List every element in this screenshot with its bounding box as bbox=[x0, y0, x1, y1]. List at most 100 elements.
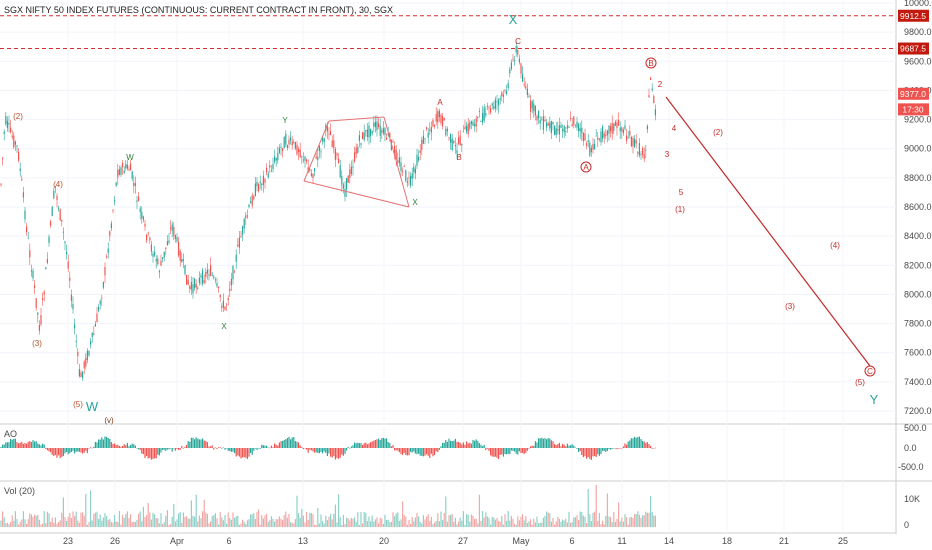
volume-bar bbox=[45, 523, 47, 527]
channel-lower-line[interactable] bbox=[303, 180, 410, 208]
ao-bar bbox=[262, 445, 264, 448]
volume-bar bbox=[464, 524, 466, 527]
ao-bar bbox=[66, 448, 68, 453]
candle-body bbox=[320, 151, 322, 153]
ao-bar bbox=[152, 448, 154, 460]
ao-bar bbox=[442, 442, 444, 448]
projection-line[interactable] bbox=[665, 96, 871, 367]
candle-body bbox=[616, 122, 618, 129]
volume-bar bbox=[125, 514, 127, 527]
price-axis[interactable]: 10000.09800.09600.09400.09200.09000.0880… bbox=[904, 0, 932, 416]
ao-bar bbox=[363, 443, 365, 448]
volume-bar bbox=[443, 513, 445, 527]
volume-bar bbox=[381, 518, 383, 527]
candle-body bbox=[237, 244, 239, 247]
candle-body bbox=[352, 166, 354, 168]
ao-bar bbox=[584, 448, 586, 457]
candle-body bbox=[429, 129, 431, 131]
ao-bar bbox=[154, 448, 156, 459]
candle-body bbox=[246, 215, 248, 217]
drawings[interactable] bbox=[0, 15, 896, 367]
candle-body bbox=[592, 144, 594, 150]
candle-body bbox=[555, 128, 557, 136]
candle-body bbox=[240, 236, 242, 238]
volume-bar bbox=[536, 516, 538, 527]
candle-body bbox=[67, 261, 69, 269]
candle-body bbox=[582, 133, 584, 141]
volume-bar bbox=[176, 519, 178, 527]
ao-bar bbox=[174, 448, 176, 451]
volume-bar bbox=[349, 520, 351, 527]
volume-bar bbox=[93, 513, 95, 527]
ao-bar bbox=[290, 439, 292, 448]
ao-bar bbox=[509, 448, 511, 455]
ao-bar bbox=[110, 442, 112, 448]
channel-upper-line[interactable] bbox=[328, 116, 385, 122]
volume-bar bbox=[315, 524, 317, 527]
volume-bar bbox=[557, 516, 559, 527]
candle-body bbox=[653, 96, 655, 104]
candle-body bbox=[270, 170, 272, 172]
ao-bar bbox=[221, 448, 223, 449]
volume-bar bbox=[371, 515, 373, 527]
ao-bar bbox=[173, 448, 175, 449]
candle-body bbox=[595, 135, 597, 137]
ao-bar bbox=[323, 448, 325, 452]
candle-body bbox=[214, 279, 216, 281]
candle-body bbox=[166, 241, 168, 246]
volume-bar bbox=[275, 519, 277, 527]
price-tick-label: 7800.0 bbox=[904, 319, 932, 329]
ao-bar bbox=[67, 448, 69, 455]
ao-bar bbox=[421, 448, 423, 456]
ao-bar bbox=[141, 448, 143, 454]
wave-label: X bbox=[221, 322, 227, 331]
volume-bar bbox=[514, 523, 516, 527]
candle-body bbox=[533, 103, 535, 112]
candle-body bbox=[488, 107, 490, 109]
candle-body bbox=[296, 144, 298, 155]
volume-bar bbox=[110, 522, 112, 527]
time-axis[interactable]: 23 26 Apr 6 13 20 27 May 6 11 14 18 21 25 bbox=[63, 536, 848, 546]
volume-bar bbox=[638, 514, 640, 527]
candle-body bbox=[374, 121, 376, 128]
volume-bar bbox=[509, 520, 511, 527]
volume-bar bbox=[171, 516, 173, 527]
candle-body bbox=[74, 324, 76, 329]
volume-bar bbox=[138, 513, 140, 527]
candle-body bbox=[32, 270, 34, 279]
ao-bar bbox=[125, 445, 127, 448]
ao-bar bbox=[24, 442, 26, 448]
ao-bar bbox=[501, 448, 503, 455]
candle-body bbox=[594, 143, 596, 150]
volume-bar bbox=[189, 518, 191, 527]
ao-bar bbox=[86, 448, 88, 453]
volume-bar bbox=[230, 519, 232, 527]
candle-body bbox=[624, 125, 626, 130]
candle-body bbox=[38, 324, 40, 331]
ao-bar bbox=[94, 441, 96, 448]
wave-label: C bbox=[867, 367, 873, 376]
ao-bar bbox=[533, 445, 535, 448]
ao-bar bbox=[211, 445, 213, 448]
volume-bar bbox=[374, 519, 376, 527]
ao-bar bbox=[253, 448, 255, 451]
candle-body bbox=[573, 116, 575, 125]
channel-right-line[interactable] bbox=[383, 116, 410, 208]
candle-body bbox=[312, 173, 314, 179]
candle-body bbox=[254, 183, 256, 197]
volume-bar bbox=[213, 515, 215, 527]
ao-bar bbox=[597, 448, 599, 455]
volume-bar bbox=[157, 518, 159, 527]
volume-bar bbox=[362, 523, 364, 527]
volume-bar bbox=[462, 511, 464, 527]
candle-body bbox=[314, 168, 316, 172]
ao-bar bbox=[93, 446, 95, 448]
volume-bar bbox=[400, 519, 402, 527]
candle-body bbox=[379, 125, 381, 136]
volume-bar bbox=[563, 520, 565, 527]
channel-left-line[interactable] bbox=[303, 120, 330, 182]
candle-body bbox=[157, 258, 159, 265]
candle-body bbox=[622, 129, 624, 134]
candle-body bbox=[226, 304, 228, 306]
